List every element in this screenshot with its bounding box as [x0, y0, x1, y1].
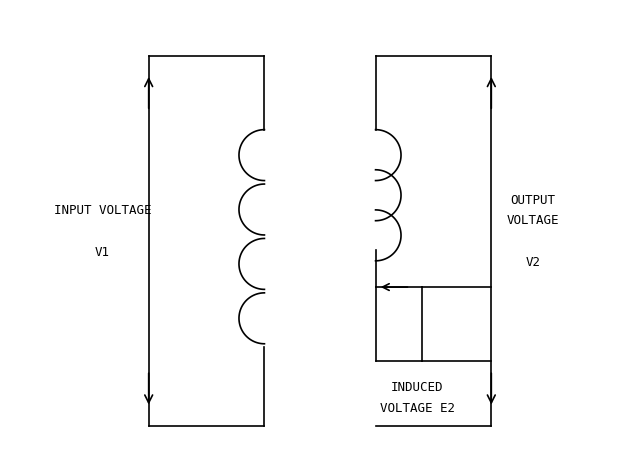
- Text: INPUT VOLTAGE

V1: INPUT VOLTAGE V1: [54, 204, 151, 259]
- Text: INDUCED
VOLTAGE E2: INDUCED VOLTAGE E2: [380, 381, 455, 415]
- Text: OUTPUT
VOLTAGE

V2: OUTPUT VOLTAGE V2: [507, 194, 559, 269]
